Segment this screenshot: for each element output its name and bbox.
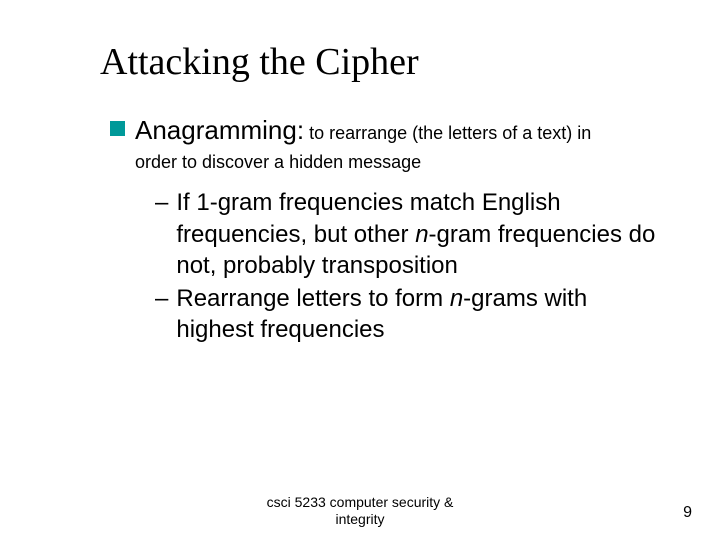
italic-span: n [450,285,463,312]
bullet-level1: Anagramming: to rearrange (the letters o… [110,112,660,148]
bullet-term: Anagramming: [135,115,304,145]
sub-bullet: –Rearrange letters to form n-grams with … [155,283,660,345]
bullet-def-part2: order to discover a hidden message [135,152,660,173]
slide: Attacking the Cipher Anagramming: to rea… [0,0,720,540]
sub-bullet: –If 1-gram frequencies match English fre… [155,187,660,281]
sub-bullets: –If 1-gram frequencies match English fre… [155,187,660,345]
bullet-def-part1: to rearrange (the letters of a text) in [309,123,591,143]
text-span: Rearrange letters to form [176,285,449,312]
bullet-square-icon [110,121,125,136]
bullet-text: Anagramming: to rearrange (the letters o… [135,112,591,148]
italic-span: n [415,221,428,248]
dash-icon: – [155,283,168,314]
footer-line2: integrity [335,511,384,527]
sub-bullet-text: Rearrange letters to form n-grams with h… [176,283,660,345]
page-number: 9 [683,504,692,522]
footer: csci 5233 computer security & integrity [0,494,720,528]
slide-title: Attacking the Cipher [100,40,660,84]
footer-line1: csci 5233 computer security & [267,494,454,510]
sub-bullet-text: If 1-gram frequencies match English freq… [176,187,660,281]
dash-icon: – [155,187,168,218]
